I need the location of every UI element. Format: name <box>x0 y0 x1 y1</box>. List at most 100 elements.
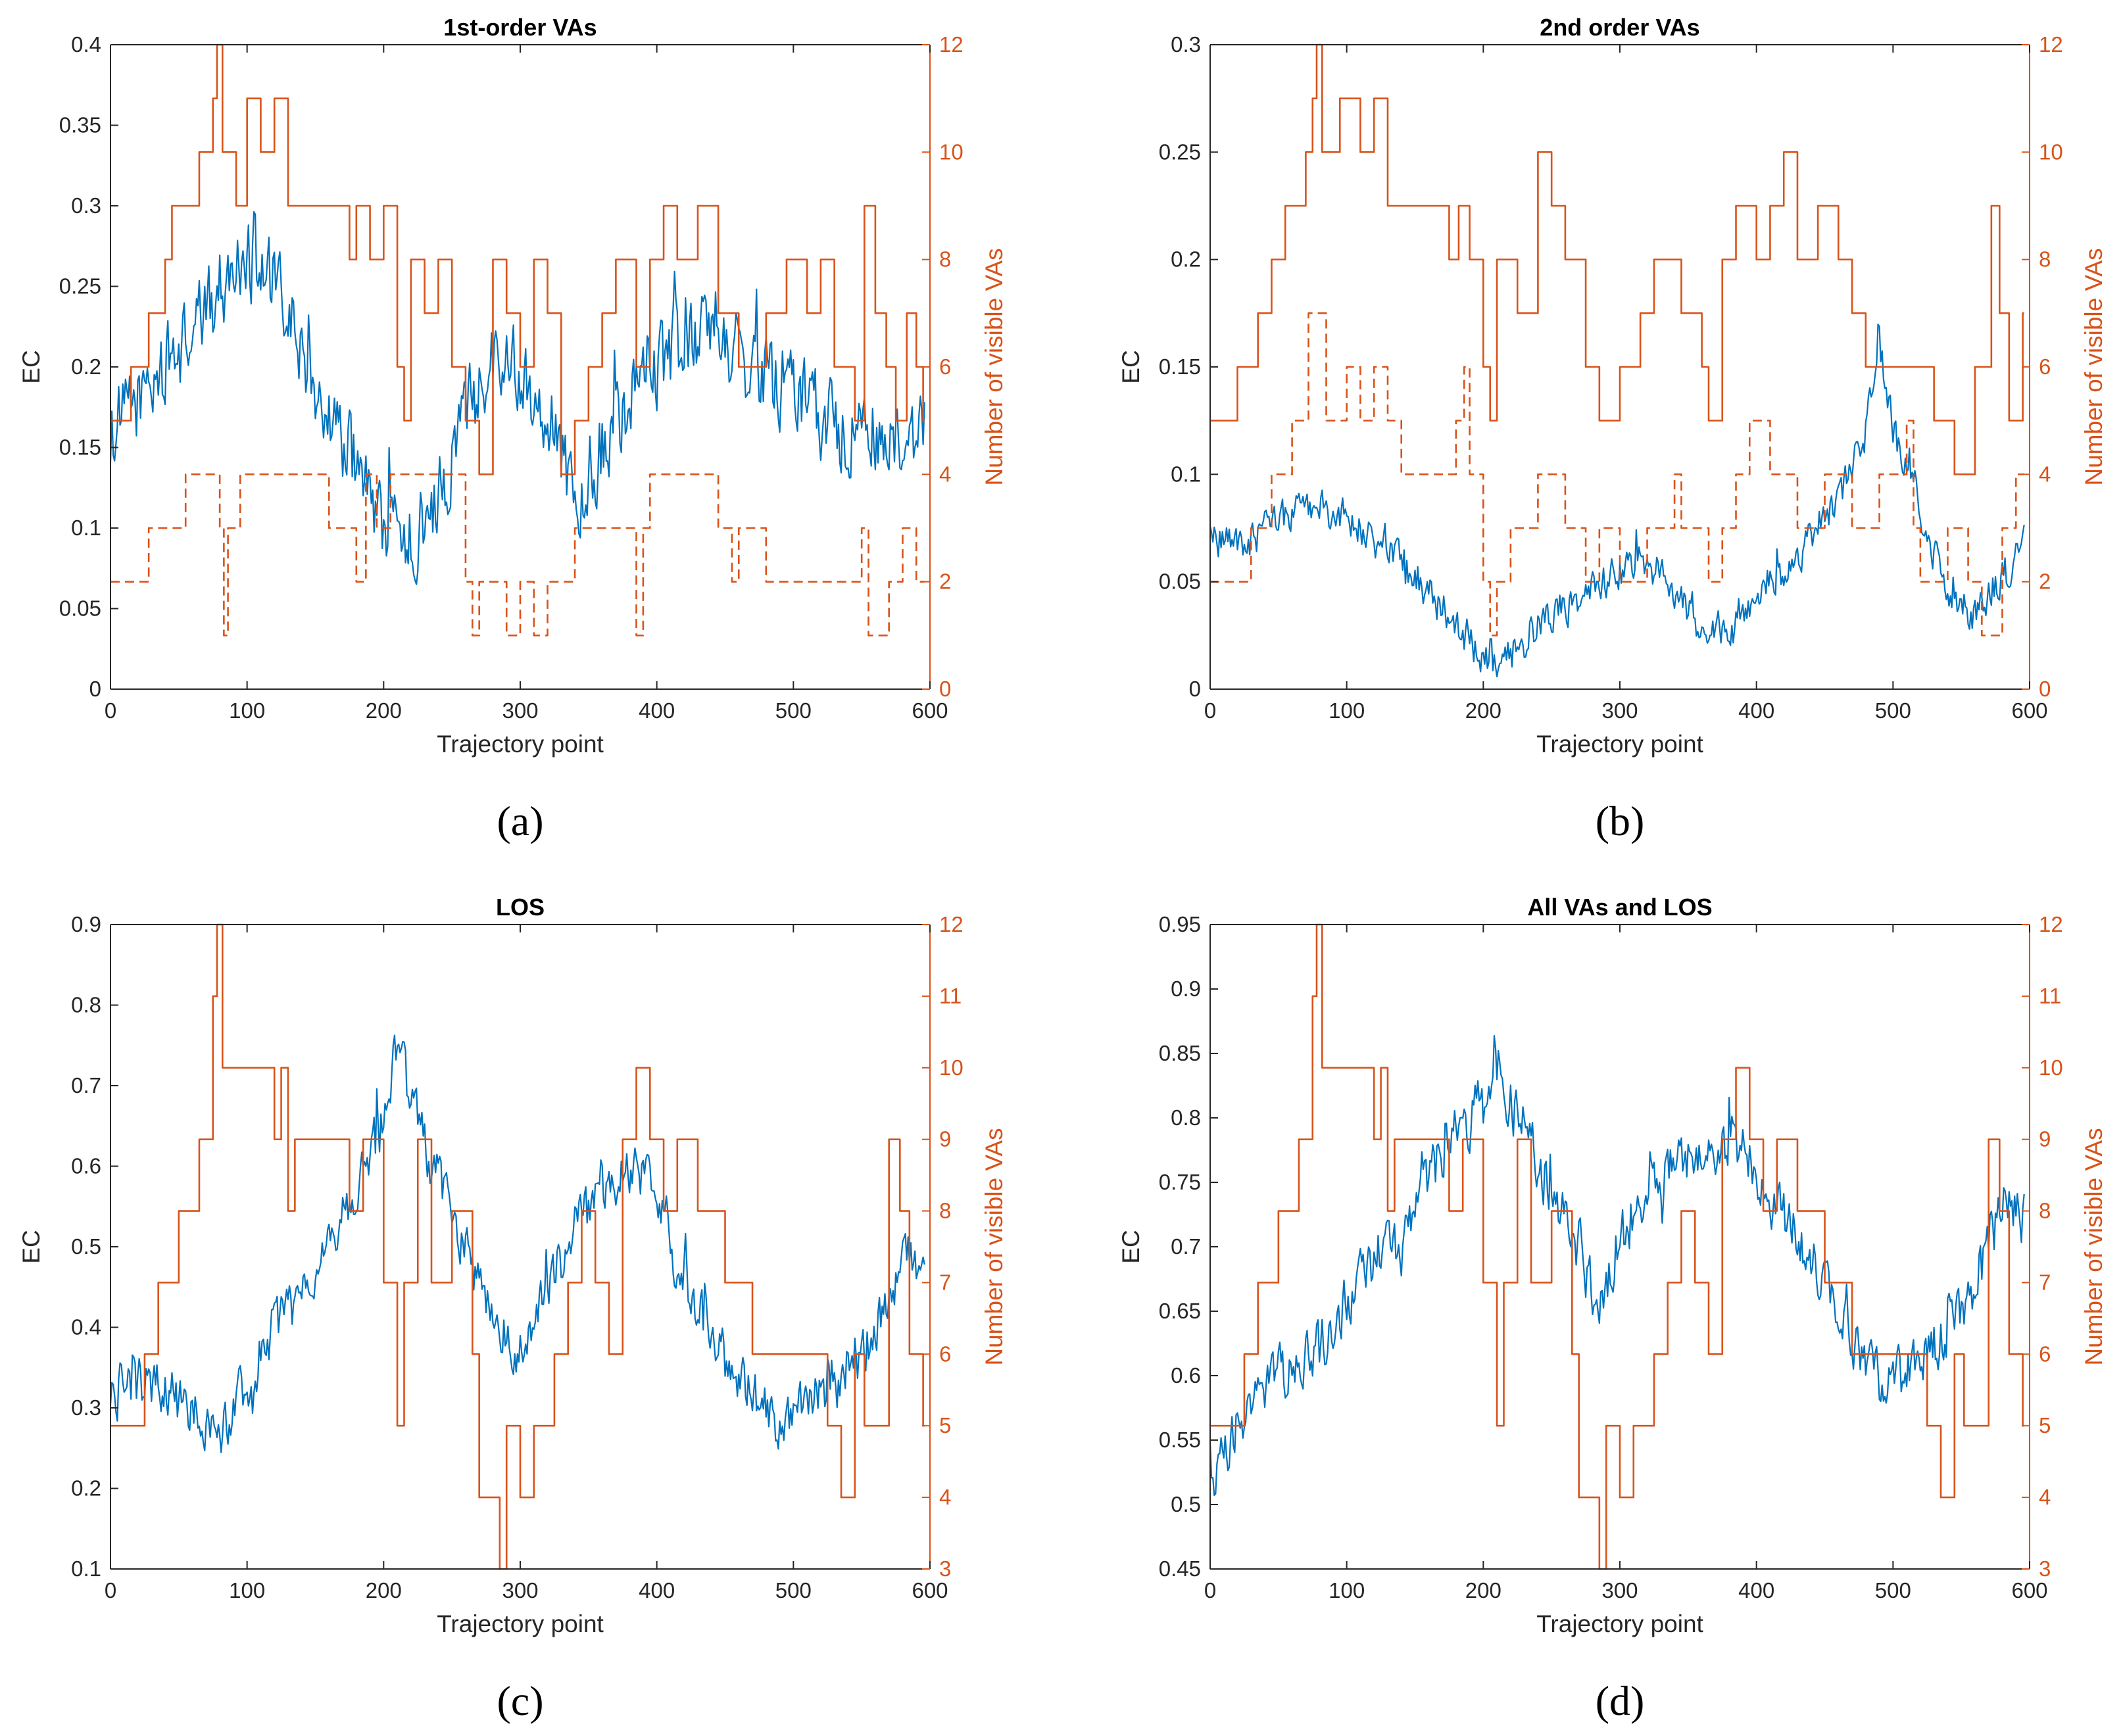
series-dashed-visible-vas <box>110 473 925 637</box>
series-visible-vas <box>1210 43 2024 475</box>
y-right-tick-label: 10 <box>2039 139 2063 164</box>
y-tick-label: 0.05 <box>1159 569 1201 594</box>
x-tick-label: 600 <box>912 1578 948 1603</box>
chart-panel-a: 0 100 200 300 400 500 60000.050.10.150.20.250.… <box>18 14 1008 844</box>
y-right-tick-label: 6 <box>939 354 951 379</box>
series-ec <box>110 1034 925 1453</box>
x-tick-label: 200 <box>1465 1578 1501 1603</box>
y-right-tick-label: 11 <box>2039 984 2061 1008</box>
y-axis-label: EC <box>1117 350 1144 383</box>
y-right-tick-label: 10 <box>939 139 964 164</box>
y-right-tick-label: 8 <box>2039 247 2051 272</box>
y-right-tick-label: 4 <box>939 462 951 486</box>
y-right-tick-label: 4 <box>2039 1485 2051 1509</box>
y-right-tick-label: 8 <box>939 1199 951 1223</box>
y-right-tick-label: 8 <box>2039 1199 2051 1223</box>
y-tick-label: 0.95 <box>1159 912 1201 936</box>
chart-title: 1st-order VAs <box>443 14 597 41</box>
y-tick-label: 0.2 <box>71 354 101 379</box>
y-tick-label: 0.6 <box>1171 1363 1201 1387</box>
y-tick-label: 0.6 <box>71 1154 101 1178</box>
y-tick-label: 0.85 <box>1159 1041 1201 1065</box>
y-right-tick-label: 6 <box>2039 1341 2051 1366</box>
x-tick-label: 200 <box>1465 698 1501 723</box>
y-tick-label: 0.1 <box>71 1556 101 1581</box>
x-tick-label: 300 <box>502 1578 538 1603</box>
y-right-tick-label: 3 <box>2039 1556 2051 1581</box>
x-tick-label: 500 <box>775 1578 812 1603</box>
x-tick-label: 0 <box>105 698 116 723</box>
x-tick-label: 500 <box>775 698 812 723</box>
y-tick-label: 0.7 <box>1171 1234 1201 1259</box>
y-right-tick-label: 0 <box>2039 677 2051 701</box>
x-tick-label: 100 <box>1329 1578 1365 1603</box>
chart-title: LOS <box>496 894 545 921</box>
y-right-tick-label: 4 <box>2039 462 2051 486</box>
y-tick-label: 0 <box>1189 677 1201 701</box>
y-tick-label: 0.15 <box>59 435 101 460</box>
x-tick-label: 100 <box>229 698 265 723</box>
y-tick-label: 0.3 <box>71 193 101 218</box>
y-tick-label: 0.5 <box>1171 1492 1201 1516</box>
y-tick-label: 0 <box>89 677 101 701</box>
y-tick-label: 0.4 <box>71 32 101 57</box>
y-right-tick-label: 9 <box>2039 1127 2051 1151</box>
panel-caption: (a) <box>497 798 543 844</box>
y-right-axis-label: Number of visible VAs <box>2080 1128 2107 1365</box>
y-tick-label: 0.25 <box>59 274 101 299</box>
panel-caption: (c) <box>497 1677 543 1724</box>
x-tick-label: 0 <box>105 1578 116 1603</box>
x-tick-label: 600 <box>912 698 948 723</box>
chart-panel-d: 0 100 200 300 400 500 600 0.45 0.5 0.55 0.6 0.65 0.7… <box>1117 894 2107 1724</box>
y-tick-label: 0.8 <box>71 993 101 1017</box>
x-tick-label: 200 <box>366 1578 402 1603</box>
x-tick-label: 300 <box>1601 698 1638 723</box>
y-right-tick-label: 6 <box>939 1341 951 1366</box>
y-tick-label: 0.65 <box>1159 1299 1201 1323</box>
series-visible-vas <box>1210 923 2024 1570</box>
y-right-tick-label: 5 <box>939 1413 951 1437</box>
series-visible-vas <box>110 923 925 1570</box>
x-tick-label: 400 <box>639 1578 675 1603</box>
y-right-tick-label: 10 <box>939 1055 964 1080</box>
y-tick-label: 0.1 <box>1171 462 1201 486</box>
x-tick-label: 100 <box>1329 698 1365 723</box>
y-tick-label: 0.8 <box>1171 1105 1201 1130</box>
y-tick-label: 0.7 <box>71 1073 101 1097</box>
x-tick-label: 400 <box>1738 698 1774 723</box>
y-right-tick-label: 11 <box>939 984 962 1008</box>
y-tick-label: 0.5 <box>71 1234 101 1259</box>
x-tick-label: 600 <box>2011 1578 2047 1603</box>
y-tick-label: 0.2 <box>71 1476 101 1501</box>
series-ec <box>1210 1035 2025 1496</box>
series-dashed-visible-vas <box>1210 312 2024 637</box>
panel-caption: (b) <box>1596 798 1645 844</box>
y-tick-label: 0.75 <box>1159 1170 1201 1194</box>
y-tick-label: 0.2 <box>1171 247 1201 272</box>
x-axis-label: Trajectory point <box>437 1610 604 1637</box>
x-tick-label: 0 <box>1204 1578 1216 1603</box>
y-right-tick-label: 2 <box>939 569 951 594</box>
y-right-tick-label: 7 <box>939 1270 951 1294</box>
y-tick-label: 0.15 <box>1159 354 1201 379</box>
y-tick-label: 0.05 <box>59 596 101 621</box>
x-axis-label: Trajectory point <box>1536 731 1703 758</box>
y-right-tick-label: 12 <box>2039 32 2063 57</box>
y-right-tick-label: 0 <box>939 677 951 701</box>
y-right-tick-label: 10 <box>2039 1055 2063 1080</box>
x-tick-label: 500 <box>1875 1578 1911 1603</box>
y-right-tick-label: 12 <box>939 32 964 57</box>
y-right-axis-label: Number of visible VAs <box>981 1128 1008 1365</box>
y-right-axis-label: Number of visible VAs <box>2080 248 2107 485</box>
y-axis-label: EC <box>18 1230 45 1263</box>
y-right-tick-label: 8 <box>939 247 951 272</box>
y-right-tick-label: 5 <box>2039 1413 2051 1437</box>
x-tick-label: 400 <box>639 698 675 723</box>
y-axis-label: EC <box>18 350 45 383</box>
panel-caption: (d) <box>1596 1677 1645 1724</box>
chart-panel-b: 0 100 200 300 400 500 60000.050.10.150.20.250.… <box>1117 14 2107 844</box>
x-tick-label: 300 <box>1601 1578 1638 1603</box>
y-axis-label: EC <box>1117 1230 1144 1263</box>
y-right-tick-label: 7 <box>2039 1270 2051 1294</box>
